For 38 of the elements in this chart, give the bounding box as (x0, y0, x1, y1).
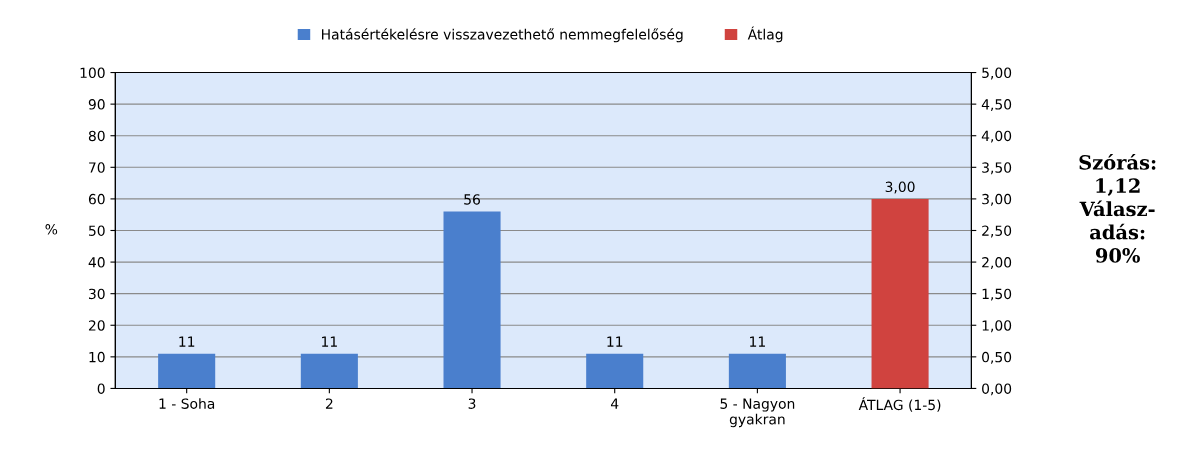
data-label: 11 (322, 336, 337, 347)
data-label: 11 (750, 336, 765, 347)
y-tick-label: 40 (88, 257, 105, 268)
y-tick-label: 70 (89, 162, 105, 173)
y2-tick-label: 1,00 (982, 320, 1012, 333)
y2-tick-label: 2,00 (982, 257, 1012, 269)
y-tick-label: 90 (88, 99, 105, 110)
data-label: 11 (607, 336, 623, 347)
y-tick-label: 30 (89, 288, 105, 300)
y-tick-label: 100 (80, 67, 105, 79)
y2-tick-label: 2,50 (982, 225, 1012, 238)
y-tick-label: 20 (88, 320, 105, 331)
y2-tick-label: 4,00 (981, 130, 1012, 143)
y-axis-title: % (45, 224, 58, 235)
y-tick-label: 50 (89, 225, 105, 236)
y2-tick-label: 0,00 (982, 383, 1012, 396)
legend-label: Átlag (747, 26, 783, 43)
x-tick-label: 5 - Nagyon gyakran (720, 398, 795, 428)
legend-label: Hatásértékelésre visszavezethető nemmegfelelőség (322, 28, 683, 43)
y2-tick-label: 4,50 (981, 99, 1012, 112)
y-tick-label: 60 (88, 193, 105, 205)
y-tick-label: 10 (89, 351, 105, 363)
x-tick-label: ÁTLAG (1-5) (858, 397, 941, 412)
data-label: 11 (179, 336, 195, 347)
x-tick-label: 2 (325, 398, 333, 409)
y2-tick-label: 3,50 (982, 162, 1012, 175)
y2-tick-label: 0,50 (982, 351, 1012, 364)
y-tick-label: 0 (97, 383, 105, 394)
text: Szórás: 1,12 Válasz- adás: 90% (1079, 153, 1156, 263)
x-tick-label: 3 (468, 398, 476, 409)
data-label: 56 (464, 194, 480, 205)
y2-tick-label: 5,00 (982, 67, 1012, 80)
y-tick-label: 80 (88, 130, 105, 142)
y2-tick-label: 1,50 (982, 288, 1012, 301)
x-tick-label: 1 - Soha (159, 398, 215, 409)
y2-tick-label: 3,00 (982, 193, 1012, 206)
x-tick-label: 4 (610, 398, 619, 409)
data-label: 3,00 (885, 181, 915, 194)
